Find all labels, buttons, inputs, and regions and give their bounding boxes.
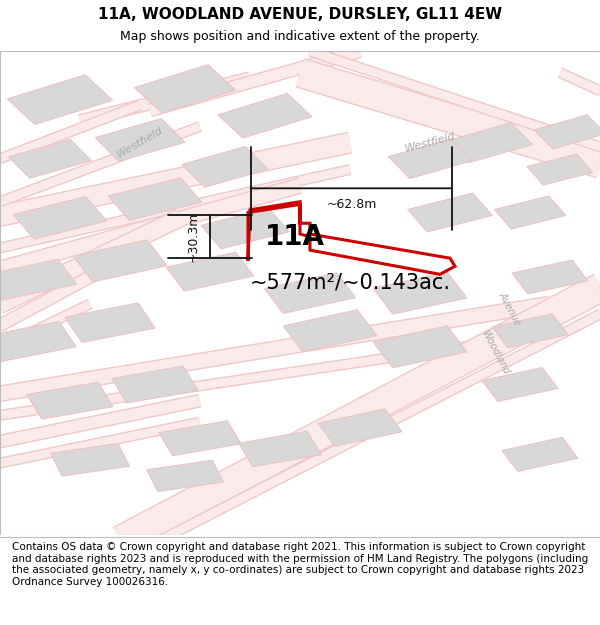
Text: ~62.8m: ~62.8m [326,198,377,211]
Polygon shape [159,421,241,456]
Polygon shape [108,177,202,221]
Polygon shape [218,93,312,138]
Text: ~577m²/~0.143ac.: ~577m²/~0.143ac. [250,272,451,292]
Polygon shape [448,122,533,162]
Polygon shape [265,273,356,313]
Polygon shape [0,321,76,361]
Polygon shape [65,303,155,343]
Text: Avenue: Avenue [497,291,523,328]
Text: Westfield: Westfield [115,125,165,160]
Polygon shape [373,272,467,314]
Text: ~30.3m: ~30.3m [187,211,200,262]
Polygon shape [492,314,568,348]
Polygon shape [482,368,558,401]
Text: Woodland: Woodland [479,328,511,376]
Polygon shape [166,252,254,291]
Polygon shape [373,326,467,368]
Polygon shape [95,119,185,161]
Text: Map shows position and indicative extent of the property.: Map shows position and indicative extent… [120,31,480,43]
Polygon shape [147,460,223,491]
Polygon shape [0,259,76,300]
Polygon shape [182,146,268,188]
Polygon shape [8,139,91,178]
Polygon shape [73,240,167,282]
Polygon shape [512,260,588,294]
Polygon shape [13,197,107,239]
Text: 11A: 11A [265,222,325,251]
Polygon shape [534,115,600,149]
Text: 11A, WOODLAND AVENUE, DURSLEY, GL11 4EW: 11A, WOODLAND AVENUE, DURSLEY, GL11 4EW [98,7,502,22]
Polygon shape [201,208,289,249]
Polygon shape [527,154,593,185]
Polygon shape [388,139,472,179]
Polygon shape [248,202,455,274]
Polygon shape [112,366,198,403]
Polygon shape [134,64,236,113]
Polygon shape [494,196,566,229]
Polygon shape [50,444,130,476]
Polygon shape [318,409,402,446]
Text: Westfield: Westfield [404,131,457,154]
Polygon shape [502,438,578,471]
Polygon shape [239,431,322,467]
Polygon shape [283,310,377,352]
Text: Contains OS data © Crown copyright and database right 2021. This information is : Contains OS data © Crown copyright and d… [12,542,588,587]
Polygon shape [7,75,113,124]
Polygon shape [407,193,493,232]
Polygon shape [27,382,113,419]
